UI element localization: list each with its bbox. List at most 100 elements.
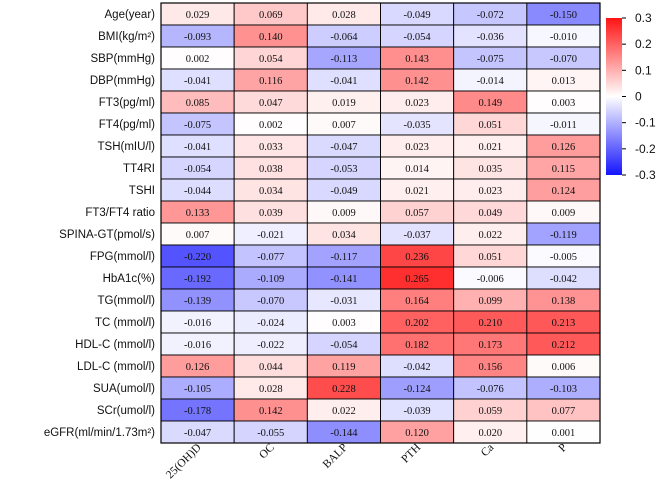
cell-value-label: 0.059: [478, 406, 502, 417]
cell-value-label: -0.036: [477, 32, 504, 43]
cell-value-label: 0.023: [405, 142, 429, 153]
cell-value-label: -0.076: [477, 384, 504, 395]
cell-value-label: -0.064: [330, 32, 358, 43]
cell-value-label: -0.113: [331, 54, 358, 65]
colorbar: 0.3 0.2 0.1 0 -0.1 -0.2 -0.3: [606, 11, 656, 182]
row-label: TSHI: [129, 185, 155, 197]
cell-value-label: 0.007: [332, 120, 356, 131]
cell-value-label: -0.070: [550, 54, 577, 65]
cell-value-label: -0.035: [404, 120, 431, 131]
colorbar-gradient: [606, 18, 622, 175]
cell-value-label: 0.051: [478, 120, 502, 131]
cell-value-label: -0.006: [477, 274, 504, 285]
row-labels: Age(year) BMI(kg/m²) SBP(mmHg) DBP(mmHg) FT3…: [44, 9, 155, 439]
cell-value-label: 0.210: [478, 318, 502, 329]
cell-value-label: -0.054: [184, 164, 212, 175]
cell-value-label: -0.021: [257, 230, 284, 241]
row-label: Age(year): [105, 9, 156, 21]
row-label: HbA1c(%): [103, 273, 156, 285]
column-label: Ca: [479, 442, 497, 460]
cell-value-label: 0.002: [259, 120, 283, 131]
cell-value-label: -0.220: [184, 252, 211, 263]
cell-value-label: 0.069: [259, 10, 283, 21]
cell-value-label: 0.023: [405, 98, 429, 109]
cell-value-label: 0.265: [405, 274, 429, 285]
cell-value-label: 0.013: [552, 76, 576, 87]
row-label: BMI(kg/m²): [98, 31, 155, 43]
cell-value-label: 0.028: [259, 384, 283, 395]
cell-value-label: -0.054: [404, 32, 432, 43]
cell-value-label: 0.022: [332, 406, 356, 417]
row-label: TT4RI: [123, 163, 155, 175]
cell-value-labels: 0.029 0.069 0.028 -0.049 -0.072 -0.150 -0.093 0…: [184, 10, 577, 439]
cell-value-label: -0.041: [330, 76, 357, 87]
cell-value-label: -0.037: [404, 230, 431, 241]
cell-value-label: -0.041: [184, 76, 211, 87]
cell-value-label: 0.014: [405, 164, 429, 175]
cell-value-label: -0.105: [184, 384, 211, 395]
cell-value-label: 0.133: [186, 208, 210, 219]
cell-value-label: 0.039: [259, 208, 283, 219]
cell-value-label: -0.044: [184, 186, 212, 197]
cell-value-label: -0.075: [184, 120, 211, 131]
colorbar-tick-label: 0.2: [635, 37, 652, 51]
cell-value-label: 0.033: [259, 142, 283, 153]
cell-value-label: -0.070: [257, 296, 284, 307]
cell-value-label: 0.126: [552, 142, 576, 153]
colorbar-tick-label: 0: [635, 90, 642, 104]
cell-value-label: 0.038: [259, 164, 283, 175]
cell-value-label: 0.156: [478, 362, 502, 373]
cell-value-label: 0.006: [552, 362, 576, 373]
cell-value-label: -0.072: [477, 10, 504, 21]
cell-value-label: -0.010: [550, 32, 577, 43]
cell-value-label: -0.016: [184, 340, 211, 351]
cell-value-label: 0.054: [259, 54, 283, 65]
cell-value-label: 0.009: [332, 208, 356, 219]
cell-value-label: -0.047: [330, 142, 357, 153]
cell-value-label: -0.124: [404, 384, 432, 395]
colorbar-tick-label: -0.1: [635, 116, 656, 130]
colorbar-tick-label: -0.2: [635, 142, 656, 156]
cell-value-label: 0.057: [405, 208, 429, 219]
cell-value-label: 0.001: [552, 428, 576, 439]
cell-value-label: 0.116: [259, 76, 282, 87]
cell-value-label: 0.051: [478, 252, 502, 263]
cell-value-label: -0.055: [257, 428, 284, 439]
cell-value-label: -0.049: [404, 10, 431, 21]
cell-value-label: 0.007: [186, 230, 210, 241]
cell-value-label: 0.035: [478, 164, 502, 175]
row-label: SPINA-GT(pmol/s): [59, 229, 155, 241]
cell-value-label: -0.117: [331, 252, 358, 263]
cell-value-label: 0.009: [552, 208, 576, 219]
cell-value-label: -0.075: [477, 54, 504, 65]
cell-value-label: 0.213: [552, 318, 576, 329]
cell-value-label: -0.005: [550, 252, 577, 263]
row-label: FT4(pg/ml): [99, 119, 155, 131]
cell-value-label: 0.126: [186, 362, 210, 373]
cell-value-label: 0.099: [478, 296, 502, 307]
cell-value-label: 0.143: [405, 54, 429, 65]
row-label: SBP(mmHg): [90, 53, 155, 65]
cell-value-label: 0.124: [552, 186, 576, 197]
row-label: LDL-C (mmol/l): [77, 361, 155, 373]
cell-value-label: 0.021: [478, 142, 502, 153]
cell-value-label: -0.192: [184, 274, 211, 285]
cell-value-label: 0.077: [552, 406, 576, 417]
cell-value-label: -0.141: [330, 274, 357, 285]
row-label: FT3(pg/ml): [99, 97, 155, 109]
column-label: PTH: [399, 442, 423, 466]
cell-value-label: 0.002: [186, 54, 210, 65]
cell-value-label: -0.103: [550, 384, 577, 395]
cell-value-label: 0.003: [332, 318, 356, 329]
cell-value-label: 0.085: [186, 98, 210, 109]
cell-value-label: 0.019: [332, 98, 356, 109]
cell-value-label: 0.021: [405, 186, 429, 197]
cell-value-label: -0.053: [330, 164, 357, 175]
cell-value-label: -0.049: [330, 186, 357, 197]
cell-value-label: 0.119: [332, 362, 355, 373]
cell-value-label: 0.228: [332, 384, 356, 395]
heatmap-border: [160, 2, 601, 444]
cell-value-label: -0.150: [550, 10, 577, 21]
column-label: 25(OH)D: [164, 442, 204, 482]
